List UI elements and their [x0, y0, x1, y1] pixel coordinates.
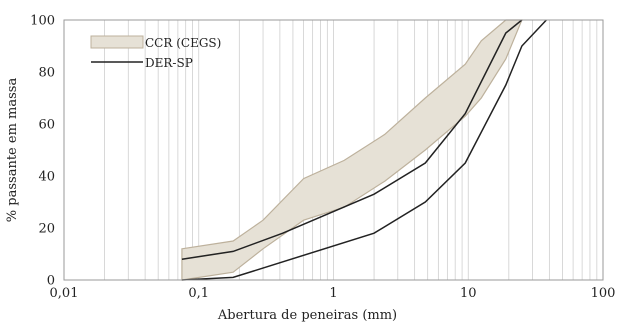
y-axis-label: % passante em massa [5, 78, 20, 223]
y-tick-label: 100 [30, 14, 55, 29]
legend-band-label: CCR (CEGS) [145, 36, 221, 50]
y-tick-labels: 0 20 40 60 80 100 [30, 14, 55, 289]
der-sp-upper-line [181, 19, 523, 260]
y-tick-label: 20 [38, 222, 55, 237]
y-tick-label: 60 [38, 118, 55, 133]
der-sp-lower-line [181, 19, 547, 281]
grid-lines [104, 20, 598, 280]
x-axis-label: Abertura de peneiras (mm) [217, 308, 397, 323]
y-tick-label: 40 [38, 170, 55, 185]
ccr-band-area [181, 19, 523, 281]
x-tick-label: 0,1 [188, 286, 209, 301]
legend-band-swatch [90, 35, 144, 49]
series-lines [181, 19, 547, 281]
x-tick-label: 1 [329, 286, 337, 301]
x-tick-label: 0,01 [50, 286, 79, 301]
y-tick-label: 80 [38, 66, 55, 81]
legend-line-label: DER-SP [145, 56, 193, 70]
plot-area-frame [63, 19, 604, 281]
y-tick-label: 0 [47, 274, 55, 289]
x-tick-label: 100 [591, 286, 616, 301]
x-tick-labels: 0,01 0,1 1 10 100 [50, 286, 616, 301]
legend: CCR (CEGS) DER-SP [90, 35, 221, 70]
x-tick-label: 10 [460, 286, 477, 301]
ccr-cegs-band [181, 19, 523, 281]
